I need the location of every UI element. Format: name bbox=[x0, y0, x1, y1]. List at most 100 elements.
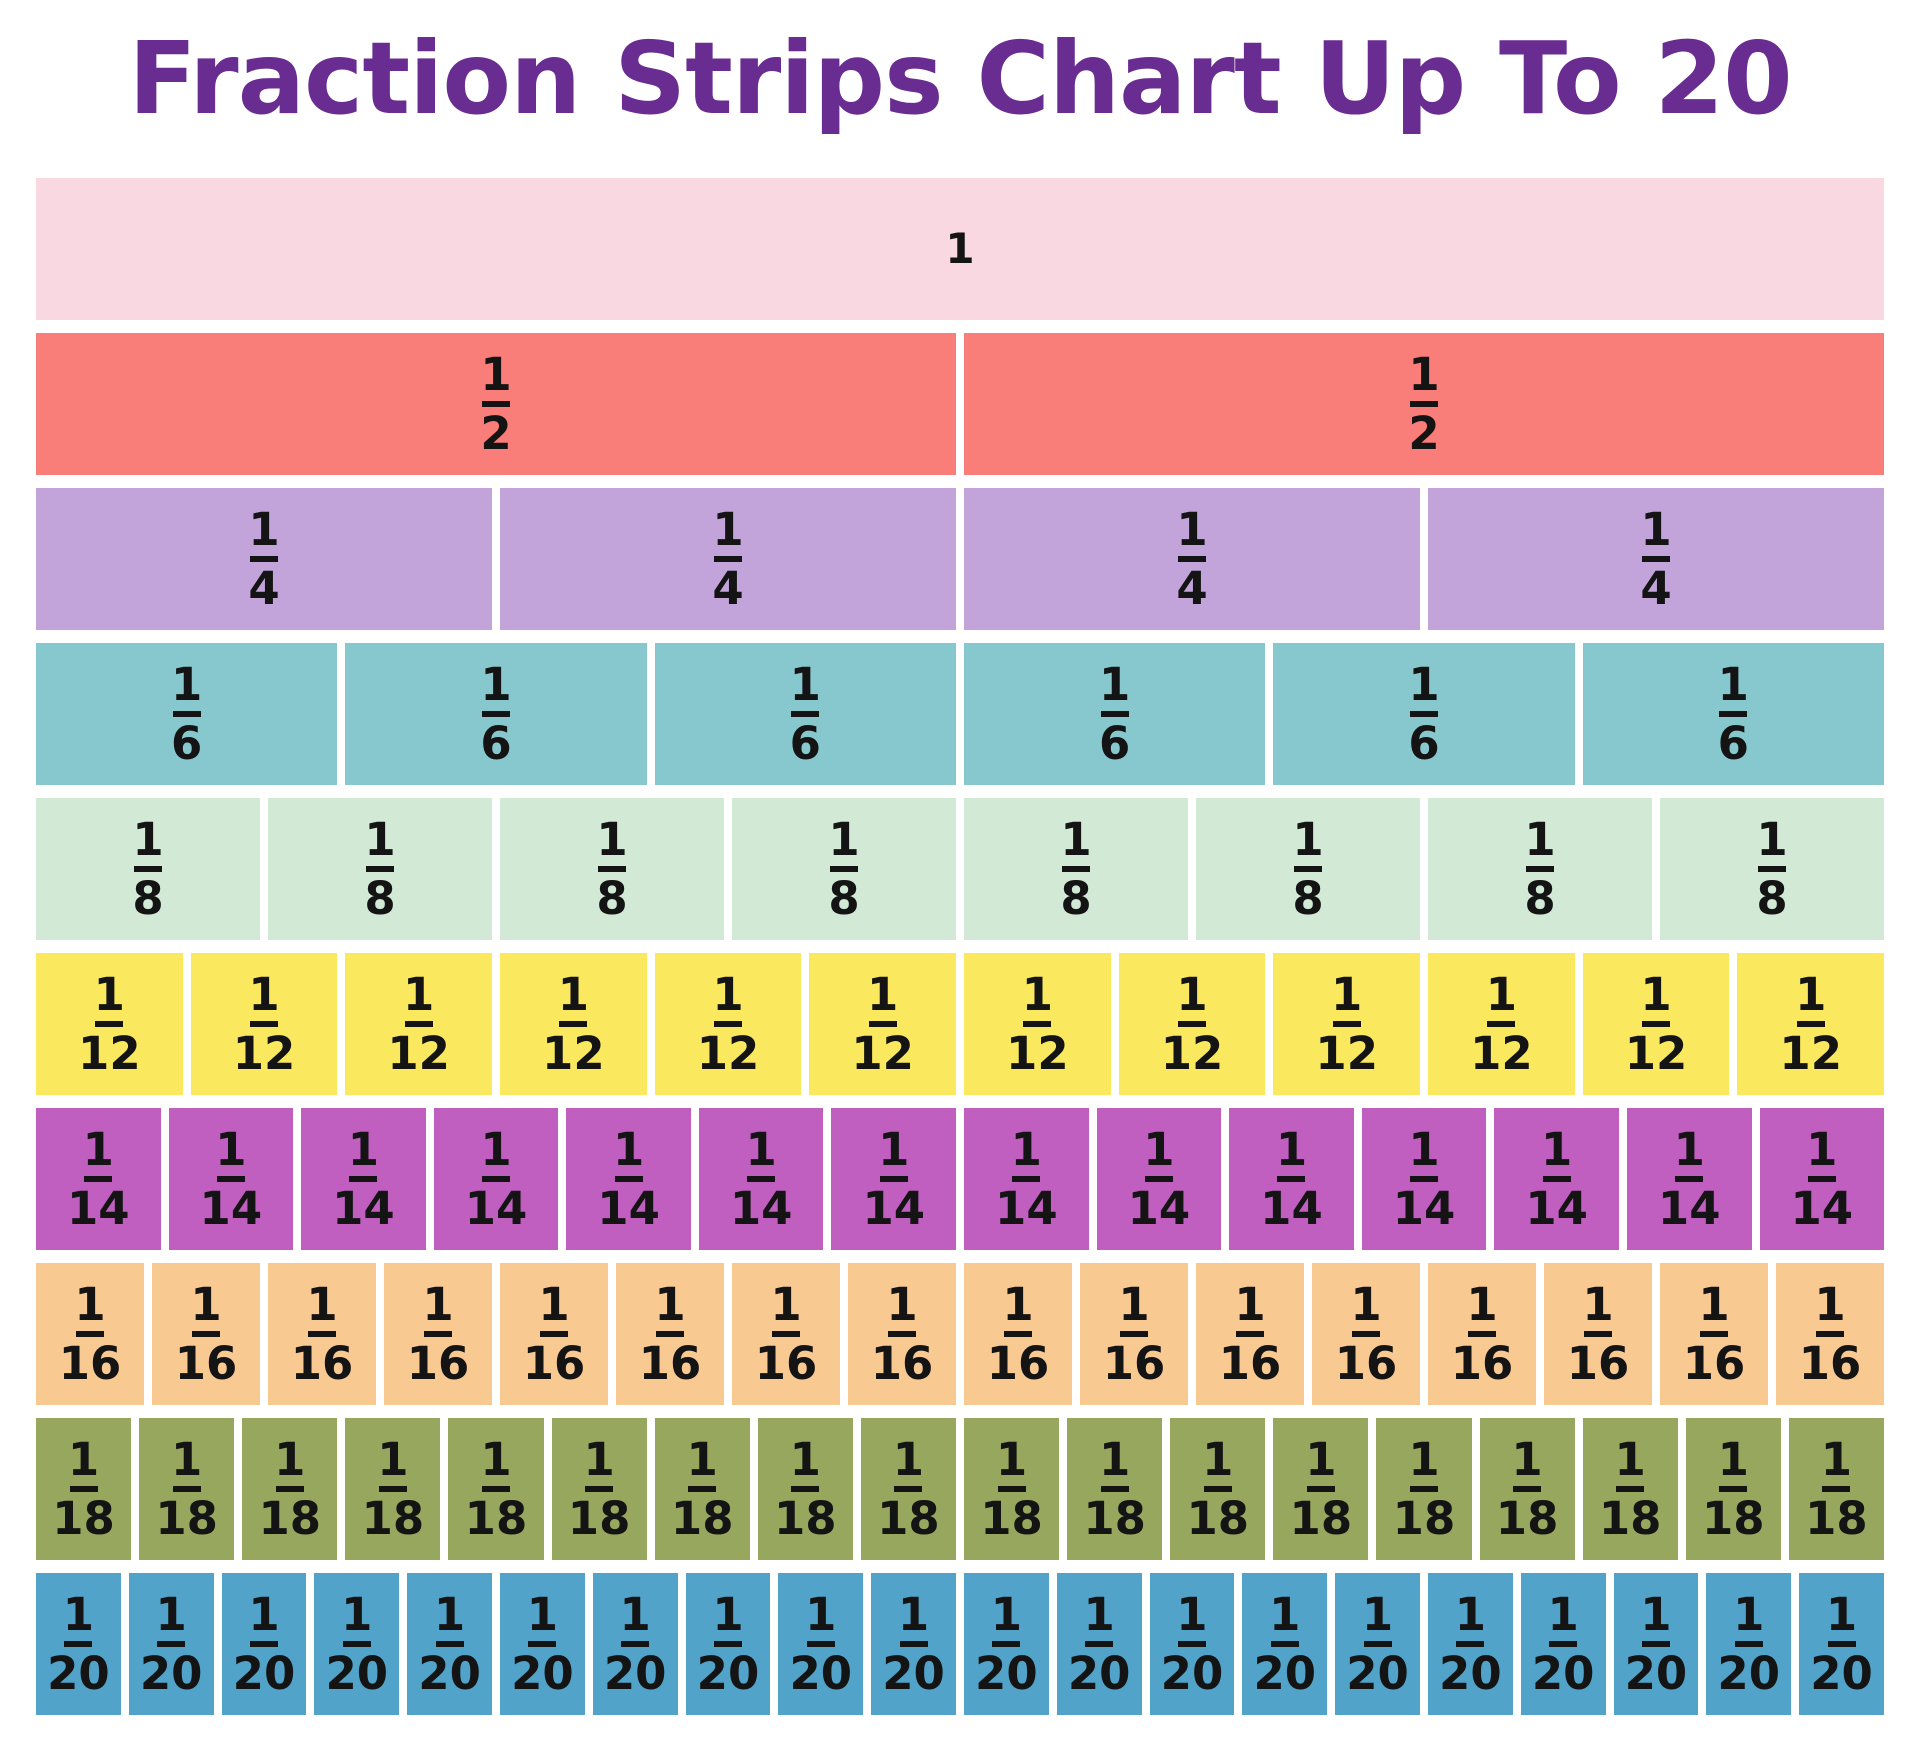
fraction-bar bbox=[250, 556, 278, 562]
fraction-numerator: 1 bbox=[1820, 1432, 1853, 1486]
fraction-segment-1-16: 1 16 bbox=[616, 1263, 724, 1405]
fraction-denominator: 16 bbox=[290, 1337, 354, 1390]
fraction-denominator: 18 bbox=[1495, 1492, 1559, 1545]
fraction-bar bbox=[656, 1331, 684, 1337]
fraction-segment-1-16: 1 16 bbox=[268, 1263, 376, 1405]
fraction-bar bbox=[1513, 1486, 1542, 1492]
fraction-bar bbox=[192, 1331, 220, 1337]
fraction-label-1-20: 1 20 bbox=[418, 1591, 481, 1696]
fraction-numerator: 1 bbox=[612, 1122, 645, 1176]
fraction-segment-1-18: 1 18 bbox=[1685, 1418, 1781, 1560]
fraction-label-1-12: 1 12 bbox=[387, 971, 450, 1080]
fraction-label-1-18: 1 18 bbox=[155, 1436, 218, 1541]
fraction-numerator: 1 bbox=[1698, 1277, 1730, 1331]
fraction-numerator: 1 bbox=[1640, 502, 1672, 556]
fraction-label-1-12: 1 12 bbox=[1470, 971, 1533, 1076]
fraction-denominator: 14 bbox=[1260, 1182, 1323, 1235]
fraction-denominator: 18 bbox=[877, 1492, 940, 1545]
fraction-segment-1-12: 1 12 bbox=[1273, 953, 1421, 1095]
fraction-bar bbox=[342, 1641, 371, 1647]
fraction-bar bbox=[899, 1641, 928, 1647]
fraction-denominator: 16 bbox=[406, 1337, 470, 1390]
fraction-denominator: 12 bbox=[696, 1027, 760, 1080]
fraction-bar bbox=[216, 1176, 245, 1182]
fraction-segment-1-20: 1 20 bbox=[1056, 1573, 1142, 1715]
fraction-label-1-16: 1 16 bbox=[290, 1281, 354, 1390]
fraction-bar bbox=[997, 1486, 1026, 1492]
fraction-bar bbox=[747, 1176, 776, 1182]
fraction-bar bbox=[1085, 1641, 1114, 1647]
fraction-segment-1-14: 1 14 bbox=[1626, 1108, 1752, 1250]
fraction-segment-1-18: 1 18 bbox=[551, 1418, 647, 1560]
fraction-segment-1-18: 1 18 bbox=[860, 1418, 956, 1560]
fraction-numerator: 1 bbox=[1143, 1122, 1175, 1176]
fraction-bar bbox=[1023, 1021, 1052, 1027]
fraction-numerator: 1 bbox=[1176, 967, 1208, 1021]
fraction-bar bbox=[1004, 1331, 1032, 1337]
fraction-bar bbox=[1294, 866, 1322, 872]
fraction-segment-1-12: 1 12 bbox=[36, 953, 183, 1095]
fraction-numerator: 1 bbox=[274, 1432, 306, 1486]
fraction-segment-1: 1 bbox=[36, 178, 1884, 320]
fraction-numerator: 1 bbox=[1234, 1277, 1266, 1331]
fraction-denominator: 20 bbox=[1717, 1647, 1781, 1700]
fraction-numerator: 1 bbox=[1408, 1122, 1440, 1176]
fraction-numerator: 1 bbox=[1002, 1277, 1034, 1331]
fraction-segment-1-20: 1 20 bbox=[407, 1573, 492, 1715]
fraction-denominator: 14 bbox=[597, 1182, 660, 1235]
fraction-numerator: 1 bbox=[886, 1277, 918, 1331]
fraction-numerator: 1 bbox=[526, 1587, 559, 1641]
fraction-label-1-20: 1 20 bbox=[697, 1591, 760, 1696]
fraction-numerator: 1 bbox=[215, 1122, 247, 1176]
fraction-numerator: 1 bbox=[712, 502, 744, 556]
fraction-bar bbox=[172, 1486, 201, 1492]
fraction-segment-1-20: 1 20 bbox=[778, 1573, 864, 1715]
fraction-label-1-14: 1 14 bbox=[597, 1122, 660, 1235]
fraction-denominator: 20 bbox=[1160, 1647, 1224, 1700]
fraction-segment-1-14: 1 14 bbox=[831, 1108, 957, 1250]
fraction-label-1-20: 1 20 bbox=[1717, 1591, 1781, 1700]
fraction-numerator: 1 bbox=[1540, 1122, 1573, 1176]
fraction-label-1-12: 1 12 bbox=[1006, 971, 1069, 1076]
fraction-bar bbox=[308, 1331, 336, 1337]
fraction-segment-1-18: 1 18 bbox=[1376, 1418, 1472, 1560]
fraction-denominator: 18 bbox=[774, 1492, 837, 1545]
fraction-segment-1-20: 1 20 bbox=[128, 1573, 214, 1715]
fraction-segment-1-16: 1 16 bbox=[1544, 1263, 1652, 1405]
fraction-segment-1-18: 1 18 bbox=[757, 1418, 853, 1560]
fraction-numerator: 1 bbox=[1202, 1432, 1234, 1486]
fraction-label-1-20: 1 20 bbox=[1532, 1591, 1595, 1696]
fraction-denominator: 12 bbox=[1779, 1027, 1843, 1080]
fraction-denominator: 8 bbox=[828, 872, 860, 925]
fraction-bar bbox=[1352, 1331, 1380, 1337]
fraction-numerator: 1 bbox=[1118, 1277, 1150, 1331]
fraction-bar bbox=[1549, 1641, 1578, 1647]
fraction-label-1-18: 1 18 bbox=[258, 1432, 321, 1541]
fraction-numerator: 1 bbox=[897, 1587, 930, 1641]
fraction-denominator: 12 bbox=[387, 1027, 450, 1080]
fraction-denominator: 6 bbox=[1408, 717, 1440, 770]
fraction-numerator: 1 bbox=[619, 1587, 651, 1641]
fraction-segment-1-12: 1 12 bbox=[345, 953, 493, 1095]
fraction-segment-1-20: 1 20 bbox=[1427, 1573, 1513, 1715]
fraction-segment-1-16: 1 16 bbox=[384, 1263, 492, 1405]
fraction-bar bbox=[482, 1176, 511, 1182]
fraction-bar bbox=[1410, 1176, 1439, 1182]
fraction-bar bbox=[69, 1486, 98, 1492]
fraction-segment-1-14: 1 14 bbox=[964, 1108, 1089, 1250]
fraction-numerator: 1 bbox=[1614, 1432, 1646, 1486]
fraction-bar bbox=[1100, 1486, 1129, 1492]
fraction-label-1-16: 1 16 bbox=[755, 1281, 818, 1386]
